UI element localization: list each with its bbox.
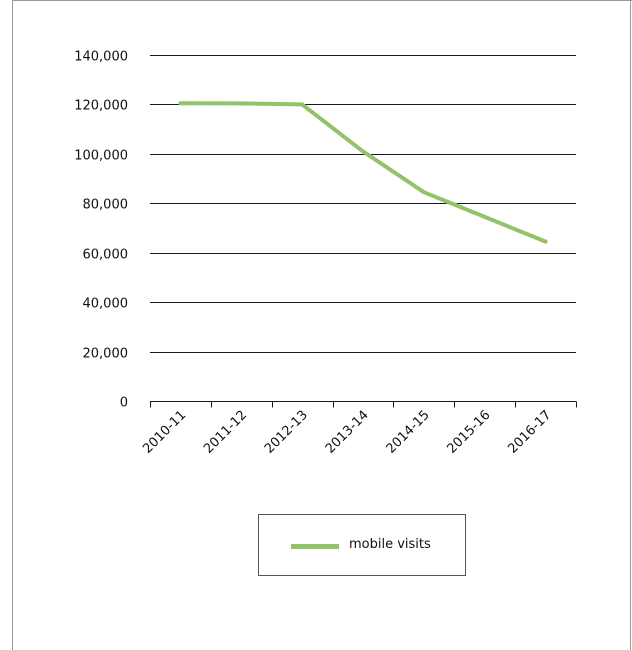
data-point bbox=[421, 190, 426, 195]
data-point bbox=[300, 102, 305, 107]
y-tick-label: 100,000 bbox=[74, 149, 128, 164]
y-tick-label: 0 bbox=[120, 396, 128, 411]
y-tick-label: 60,000 bbox=[83, 248, 129, 263]
data-point bbox=[239, 101, 244, 106]
legend-label-mobile-visits: mobile visits bbox=[349, 537, 431, 552]
x-tick-label: 2011-12 bbox=[201, 408, 250, 457]
legend: mobile visits bbox=[258, 514, 466, 576]
data-point bbox=[361, 149, 365, 154]
y-tick-label: 80,000 bbox=[83, 198, 129, 213]
data-point bbox=[543, 239, 548, 244]
x-tick-label: 2014-15 bbox=[384, 408, 433, 457]
series-lines bbox=[178, 101, 548, 244]
y-axis-tick-labels: 0 20,000 40,000 60,000 80,000 100,000 120,000 1… bbox=[74, 50, 128, 411]
y-tick-label: 20,000 bbox=[83, 347, 129, 362]
x-tick-label: 2015-16 bbox=[445, 408, 494, 457]
chart-frame-top-border bbox=[12, 0, 632, 1]
gridlines bbox=[150, 55, 576, 353]
y-tick-label: 120,000 bbox=[74, 99, 128, 114]
x-tick-label: 2013-14 bbox=[323, 408, 372, 457]
x-tick-label: 2012-13 bbox=[262, 408, 311, 457]
legend-swatch-mobile-visits bbox=[291, 544, 339, 549]
chart-frame-left-border bbox=[12, 0, 13, 650]
y-tick-label: 40,000 bbox=[83, 297, 129, 312]
axes bbox=[150, 401, 577, 408]
x-tick-label: 2016-17 bbox=[505, 408, 554, 457]
y-tick-label: 140,000 bbox=[74, 50, 128, 65]
chart-frame-right-border bbox=[630, 0, 631, 650]
series-line-mobile-visits bbox=[180, 101, 547, 244]
data-point bbox=[178, 101, 183, 106]
x-axis-tick-labels: 2010-11 2011-12 2012-13 2013-14 2014-15 2015-… bbox=[140, 408, 554, 457]
x-tick-label: 2010-11 bbox=[140, 408, 189, 457]
data-point bbox=[482, 214, 487, 219]
